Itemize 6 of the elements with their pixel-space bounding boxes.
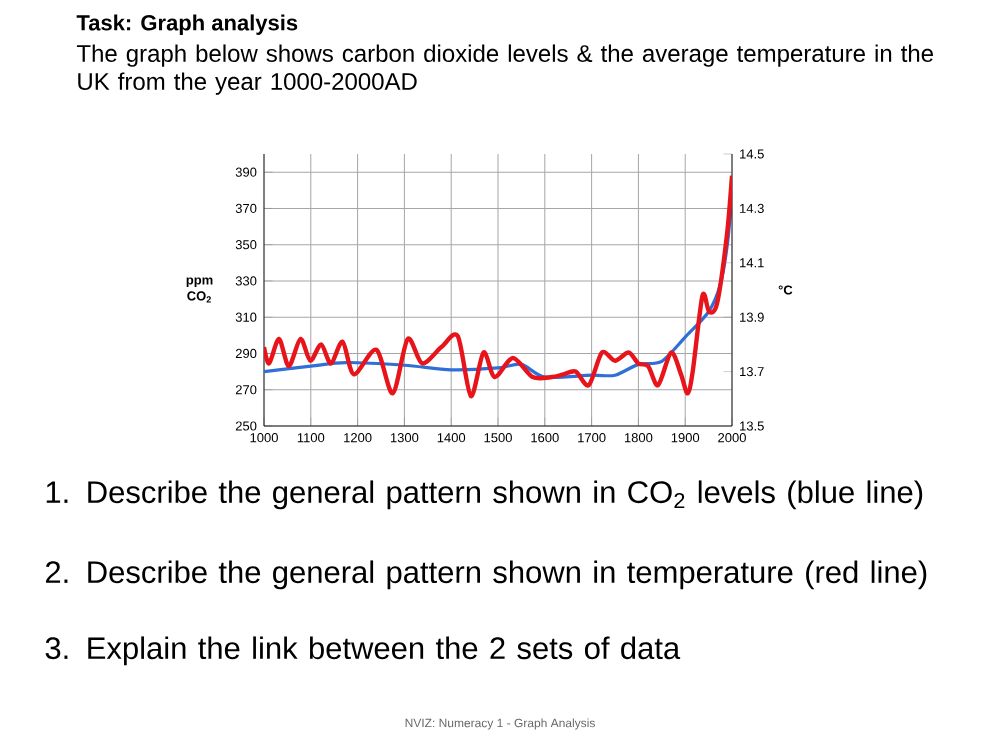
text: 3. Explain the link between the 2 sets of data: [45, 636, 681, 666]
chart-title: Task: Graph analysis: [76, 14, 298, 35]
line-series: [264, 173, 733, 399]
text: 2. Describe the general pattern shown in temperature (red line): [45, 560, 927, 590]
text: 1. Describe the general pattern shown in CO$_{2}$ levels (blue line): [46, 480, 923, 510]
chart-subtitle: The graph below shows carbon dioxide levels & the average temperature in the UK from the year 1000-2000AD: [76, 44, 933, 95]
